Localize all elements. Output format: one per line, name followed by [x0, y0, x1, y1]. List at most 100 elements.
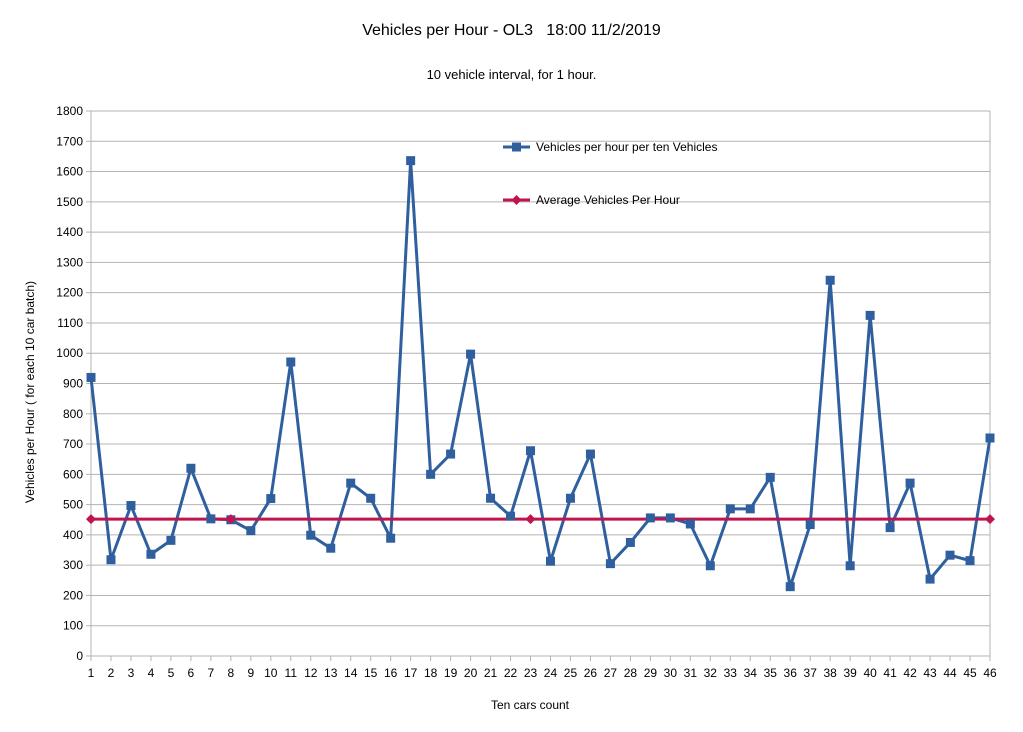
legend-marker-vehicles [512, 142, 521, 152]
x-tick-label: 19 [444, 666, 458, 680]
x-tick-label: 28 [624, 666, 638, 680]
data-point-vehicles [206, 514, 216, 524]
x-tick-label: 2 [108, 666, 115, 680]
x-tick-label: 45 [963, 666, 977, 680]
data-point-vehicles [645, 513, 655, 523]
x-tick-label: 26 [584, 666, 598, 680]
y-tick-label: 700 [63, 437, 83, 451]
x-tick-label: 5 [168, 666, 175, 680]
data-point-vehicles [565, 493, 575, 503]
x-tick-label: 4 [148, 666, 155, 680]
data-point-vehicles [985, 433, 995, 443]
x-tick-label: 37 [804, 666, 818, 680]
data-point-vehicles [785, 582, 795, 592]
x-tick-label: 44 [943, 666, 957, 680]
y-tick-label: 1500 [56, 195, 83, 209]
data-point-vehicles [126, 501, 136, 511]
data-point-vehicles [406, 156, 416, 166]
data-point-vehicles [905, 478, 915, 488]
x-tick-label: 13 [324, 666, 338, 680]
series-line-vehicles [89, 159, 992, 589]
data-point-vehicles [805, 520, 815, 530]
x-tick-label: 34 [744, 666, 758, 680]
x-tick-label: 1 [88, 666, 95, 680]
y-tick-label: 600 [63, 467, 83, 481]
x-tick-label: 6 [188, 666, 195, 680]
data-point-vehicles [506, 511, 516, 521]
data-point-vehicles [146, 549, 156, 559]
data-point-vehicles [366, 493, 376, 503]
data-point-vehicles [885, 523, 895, 533]
data-point-vehicles [965, 556, 975, 566]
x-tick-label: 12 [304, 666, 318, 680]
data-point-average [225, 514, 236, 525]
y-tick-label: 400 [63, 528, 83, 542]
data-point-vehicles [166, 535, 176, 545]
data-point-vehicles [685, 519, 695, 529]
data-point-vehicles [745, 504, 755, 514]
y-tick-label: 1300 [56, 255, 83, 269]
data-point-average [86, 514, 96, 525]
x-tick-label: 23 [524, 666, 538, 680]
x-tick-label: 8 [228, 666, 235, 680]
y-tick-label: 500 [63, 498, 83, 512]
x-tick-label: 36 [784, 666, 798, 680]
x-tick-label: 15 [364, 666, 378, 680]
data-point-average [525, 514, 536, 525]
x-tick-label: 38 [823, 666, 837, 680]
x-tick-label: 18 [424, 666, 438, 680]
x-axis-label: Ten cars count [491, 698, 570, 712]
x-tick-label: 31 [684, 666, 698, 680]
y-tick-label: 1700 [56, 134, 83, 148]
x-tick-label: 32 [704, 666, 718, 680]
y-tick-label: 1800 [56, 104, 83, 118]
x-tick-label: 9 [247, 666, 254, 680]
legend-label-vehicles: Vehicles per hour per ten Vehicles [536, 140, 717, 154]
data-point-vehicles [925, 574, 935, 584]
y-tick-label: 1200 [56, 286, 83, 300]
y-tick-label: 300 [63, 558, 83, 572]
data-point-vehicles [86, 372, 96, 382]
x-tick-label: 20 [464, 666, 478, 680]
x-tick-label: 29 [644, 666, 658, 680]
y-tick-label: 1000 [56, 346, 83, 360]
data-point-vehicles [486, 493, 496, 503]
data-point-vehicles [346, 478, 356, 488]
x-tick-label: 16 [384, 666, 398, 680]
x-tick-label: 25 [564, 666, 578, 680]
series-group [86, 156, 995, 592]
x-tick-label: 7 [208, 666, 215, 680]
y-axis-label: Vehicles per Hour ( for each 10 car batc… [23, 281, 37, 503]
x-tick-label: 43 [923, 666, 937, 680]
y-axis-ticks: 0 100 200 300 400 500 600 700 800 900 1000 1100 1200… [56, 104, 83, 663]
x-tick-label: 46 [983, 666, 997, 680]
data-point-vehicles [426, 469, 436, 479]
x-axis-ticks: 1 2 3 4 5 6 7 8 9 10 11 12 13 14 15 16 17 18 19 20 21 22 23 24 2… [88, 666, 997, 680]
y-tick-label: 1100 [57, 316, 83, 330]
x-tick-label: 10 [264, 666, 278, 680]
chart-subtitle: 10 vehicle interval, for 1 hour. [426, 67, 597, 82]
data-point-vehicles [665, 513, 675, 523]
data-point-average [985, 514, 995, 525]
data-point-vehicles [186, 463, 196, 473]
data-point-vehicles [825, 275, 835, 285]
chart-title: Vehicles per Hour - OL3 18:00 11/2/2019 [362, 22, 661, 39]
x-tick-label: 22 [504, 666, 518, 680]
x-tick-label: 39 [843, 666, 857, 680]
data-point-vehicles [386, 533, 396, 543]
legend: Vehicles per hour per ten Vehicles Averag… [503, 140, 717, 207]
data-point-vehicles [266, 494, 276, 504]
x-tick-label: 11 [285, 666, 298, 680]
data-point-vehicles [865, 310, 875, 320]
x-tick-label: 33 [724, 666, 738, 680]
y-tick-label: 1600 [56, 165, 83, 179]
x-tick-label: 24 [544, 666, 558, 680]
y-tick-label: 800 [63, 407, 83, 421]
y-tick-label: 1400 [56, 225, 83, 239]
data-point-vehicles [466, 349, 476, 359]
data-point-vehicles [286, 357, 296, 367]
data-point-vehicles [625, 537, 635, 547]
data-point-vehicles [725, 504, 735, 514]
x-tick-label: 35 [764, 666, 778, 680]
